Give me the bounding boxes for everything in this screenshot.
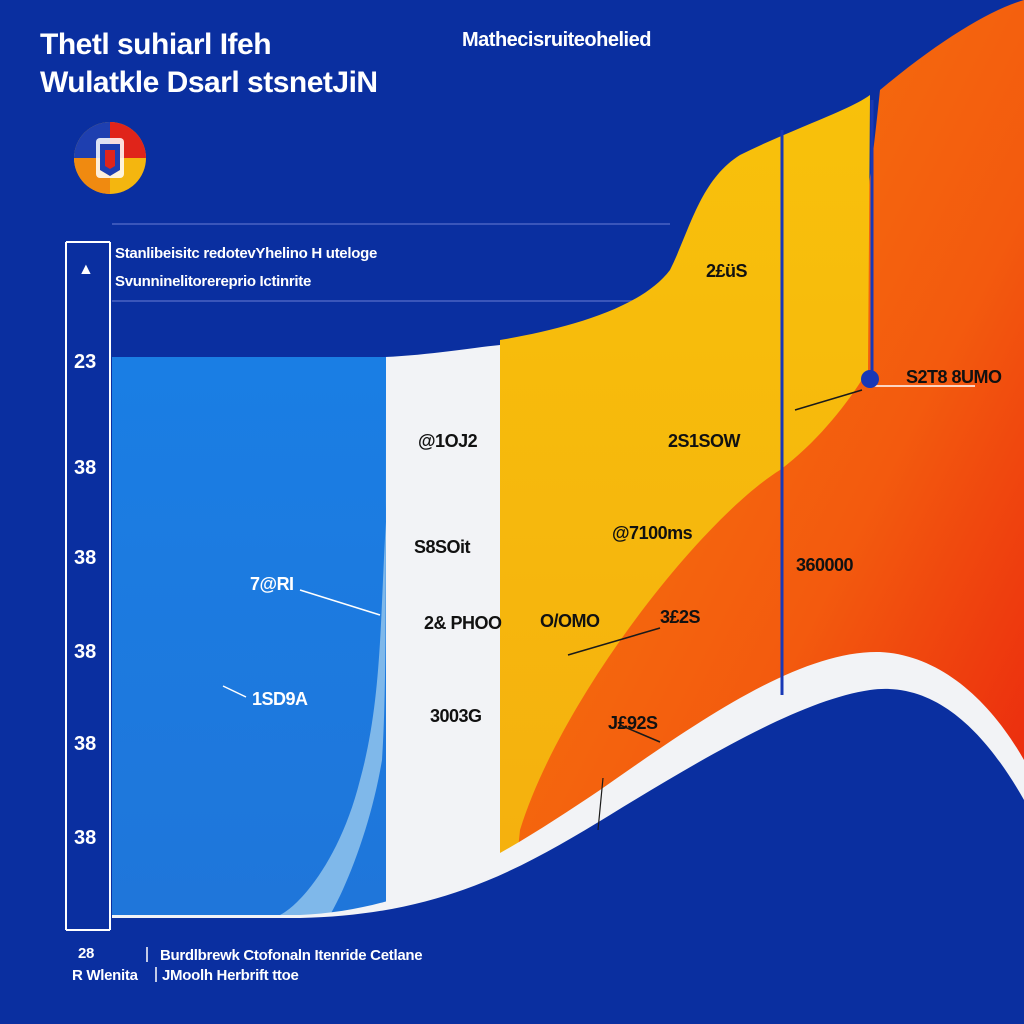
x-axis-label-line2: JMoolh Herbrift ttoe <box>162 967 299 984</box>
x-tick-label: R Wlenita <box>72 967 138 984</box>
area-bottom-blue <box>112 688 1024 1024</box>
data-label: 360000 <box>796 555 854 575</box>
data-label: 3£2S <box>660 607 701 627</box>
y-axis-top-marker: ▲ <box>78 261 94 278</box>
chart-title-line1: Thetl suhiarl Ifeh <box>40 28 272 61</box>
leader-line <box>597 777 604 831</box>
data-label: S8SOit <box>414 537 471 557</box>
x-tick-label: 28 <box>78 945 95 962</box>
leader-line <box>222 685 247 698</box>
leader-line <box>619 724 661 743</box>
y-tick-label: 23 <box>74 351 97 373</box>
emblem-icon <box>74 122 146 194</box>
data-label: 1SD9A <box>252 689 308 709</box>
data-label: 3003G <box>430 706 482 726</box>
chart-title-line2: Wulatkle Dsarl stsnetJiN <box>40 66 378 99</box>
y-tick-label: 38 <box>74 827 97 849</box>
data-label: @7100ms <box>612 523 693 543</box>
area-series-yellow <box>500 95 870 1024</box>
area-series-blue <box>112 357 386 915</box>
data-label: 2& PHOO <box>424 613 502 633</box>
x-axis-label-line1: Burdlbrewk Ctofonaln Itenride Cetlane <box>160 947 423 964</box>
chart-subtitle-line2: Svunninelitorereprio Ictinrite <box>115 273 312 290</box>
leader-line <box>567 627 661 656</box>
y-tick-label: 38 <box>74 547 97 569</box>
data-label: O/OMO <box>540 611 600 631</box>
leader-line <box>299 589 381 616</box>
data-label: @1OJ2 <box>418 431 478 451</box>
header-right-label: Mathecisruiteohelied <box>462 29 651 51</box>
data-label: J£92S <box>608 713 658 733</box>
marker-dot <box>861 370 879 388</box>
data-label: 7@RI <box>250 574 294 594</box>
area-series-white <box>385 345 500 1024</box>
y-tick-label: 38 <box>74 641 97 663</box>
y-tick-label: 38 <box>74 457 97 479</box>
y-tick-label: 38 <box>74 733 97 755</box>
data-label: 2£üS <box>706 261 748 281</box>
data-label: S2T8 8UMO <box>906 367 1002 387</box>
data-label: 2S1SOW <box>668 431 741 451</box>
leader-line <box>794 389 863 411</box>
chart-subtitle-line1: Stanlibeisitc redotevYhelino H uteloge <box>115 245 377 262</box>
